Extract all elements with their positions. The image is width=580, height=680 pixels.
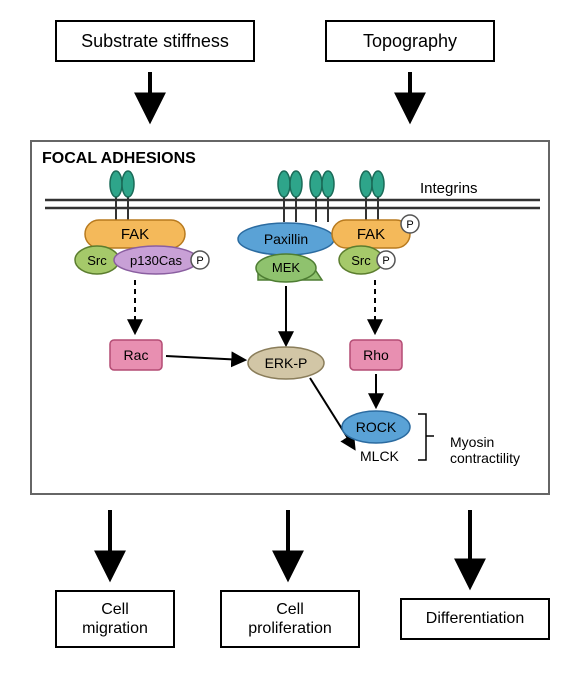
- panel-title: FOCAL ADHESIONS: [42, 150, 196, 168]
- input-substrate-stiffness: Substrate stiffness: [55, 20, 255, 62]
- myosin-label: Myosin contractility: [450, 418, 520, 466]
- input-left-label: Substrate stiffness: [81, 31, 229, 52]
- input-topography: Topography: [325, 20, 495, 62]
- output-mid-label: Cell proliferation: [248, 600, 332, 638]
- mlck-label: MLCK: [360, 448, 399, 464]
- output-differentiation: Differentiation: [400, 598, 550, 640]
- input-right-label: Topography: [363, 31, 457, 52]
- integrins-label: Integrins: [420, 180, 478, 197]
- output-cell-proliferation: Cell proliferation: [220, 590, 360, 648]
- output-right-label: Differentiation: [426, 610, 524, 628]
- output-cell-migration: Cell migration: [55, 590, 175, 648]
- output-left-label: Cell migration: [82, 600, 148, 638]
